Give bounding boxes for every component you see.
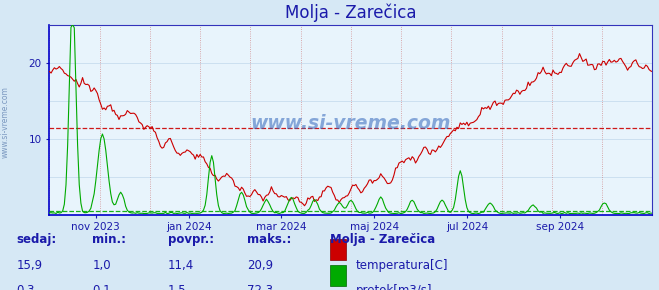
Text: 72,3: 72,3 (247, 284, 273, 290)
Text: temperatura[C]: temperatura[C] (356, 259, 448, 272)
Text: pretok[m3/s]: pretok[m3/s] (356, 284, 432, 290)
Text: 1,0: 1,0 (92, 259, 111, 272)
Bar (330, 265, 346, 286)
Text: 15,9: 15,9 (16, 259, 43, 272)
Text: sedaj:: sedaj: (16, 233, 57, 246)
Text: 0,1: 0,1 (92, 284, 111, 290)
Bar (330, 239, 346, 260)
Title: Molja - Zarečica: Molja - Zarečica (285, 3, 416, 22)
Text: 0,3: 0,3 (16, 284, 35, 290)
Text: 11,4: 11,4 (168, 259, 194, 272)
Text: 1,5: 1,5 (168, 284, 186, 290)
Text: Molja - Zarečica: Molja - Zarečica (330, 233, 435, 246)
Text: www.si-vreme.com: www.si-vreme.com (250, 114, 451, 133)
Text: www.si-vreme.com: www.si-vreme.com (1, 86, 10, 158)
Text: min.:: min.: (92, 233, 127, 246)
Text: 20,9: 20,9 (247, 259, 273, 272)
Text: povpr.:: povpr.: (168, 233, 214, 246)
Text: maks.:: maks.: (247, 233, 291, 246)
